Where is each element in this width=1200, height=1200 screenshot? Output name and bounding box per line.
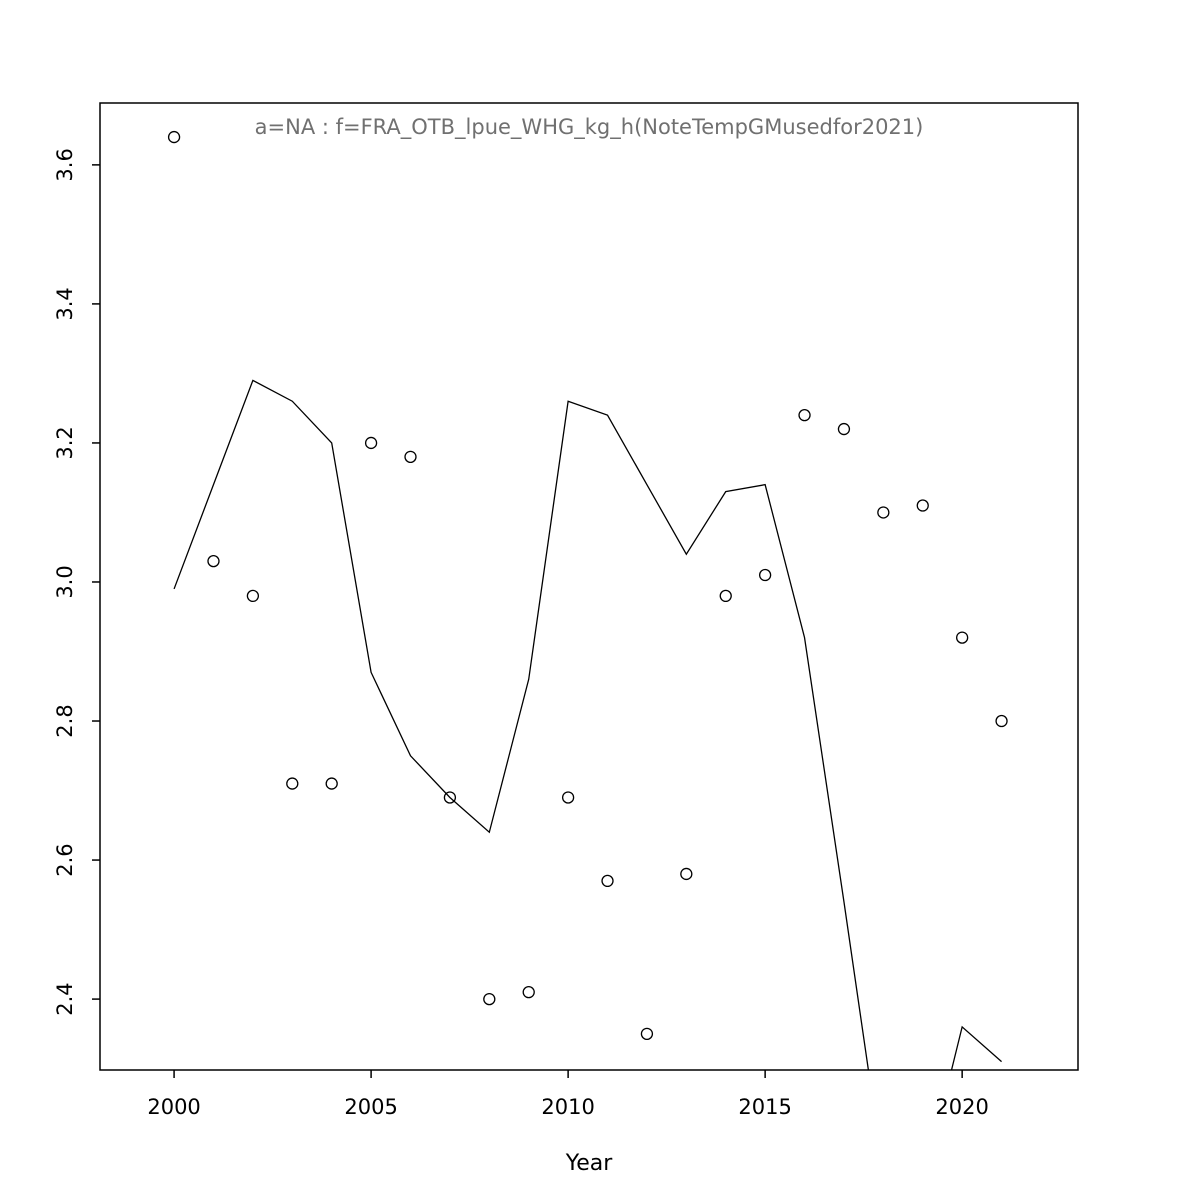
- data-marks: [167, 130, 1008, 1070]
- data-point: [364, 436, 378, 450]
- data-point: [995, 714, 1008, 728]
- data-point: [758, 568, 772, 582]
- data-point: [719, 589, 732, 603]
- x-tick-label: 2005: [344, 1095, 397, 1119]
- data-point: [680, 867, 693, 881]
- data-point: [640, 1027, 654, 1041]
- y-tick-label: 2.8: [53, 704, 77, 737]
- data-point: [601, 874, 614, 888]
- axis-ticks: 2000 2005 2010 2015 2020 2.4 2.6 2.8 3.0 3.2 3.4 3.…: [53, 148, 989, 1119]
- data-point: [483, 992, 496, 1006]
- data-point: [837, 422, 851, 436]
- y-tick-label: 3.6: [53, 148, 77, 181]
- data-point: [246, 589, 260, 603]
- y-tick-label: 2.6: [53, 843, 77, 876]
- y-tick-label: 3.4: [53, 287, 77, 320]
- y-tick-label: 2.4: [53, 982, 77, 1015]
- data-point: [798, 408, 811, 422]
- data-point: [325, 777, 338, 790]
- x-axis-label: Year: [565, 1151, 614, 1176]
- data-point: [561, 791, 575, 804]
- data-point: [443, 791, 457, 804]
- fitted-line-path: [173, 379, 1002, 1070]
- data-point: [956, 631, 969, 644]
- data-point: [207, 554, 220, 568]
- data-point: [167, 130, 181, 144]
- data-point: [404, 450, 417, 463]
- x-tick-label: 2015: [738, 1095, 791, 1119]
- y-tick-label: 3.2: [53, 426, 77, 459]
- plot-frame: [99, 102, 1079, 1071]
- data-point: [916, 499, 929, 512]
- x-tick-label: 2010: [541, 1095, 594, 1119]
- chart-title: a=NA : f=FRA_OTB_lpue_WHG_kg_h(NoteTempG…: [255, 115, 924, 140]
- y-tick-label: 3.0: [53, 565, 77, 598]
- data-point: [522, 985, 535, 999]
- x-tick-label: 2020: [935, 1095, 988, 1119]
- data-point: [877, 506, 890, 519]
- data-point: [286, 777, 299, 790]
- x-tick-label: 2000: [147, 1095, 200, 1119]
